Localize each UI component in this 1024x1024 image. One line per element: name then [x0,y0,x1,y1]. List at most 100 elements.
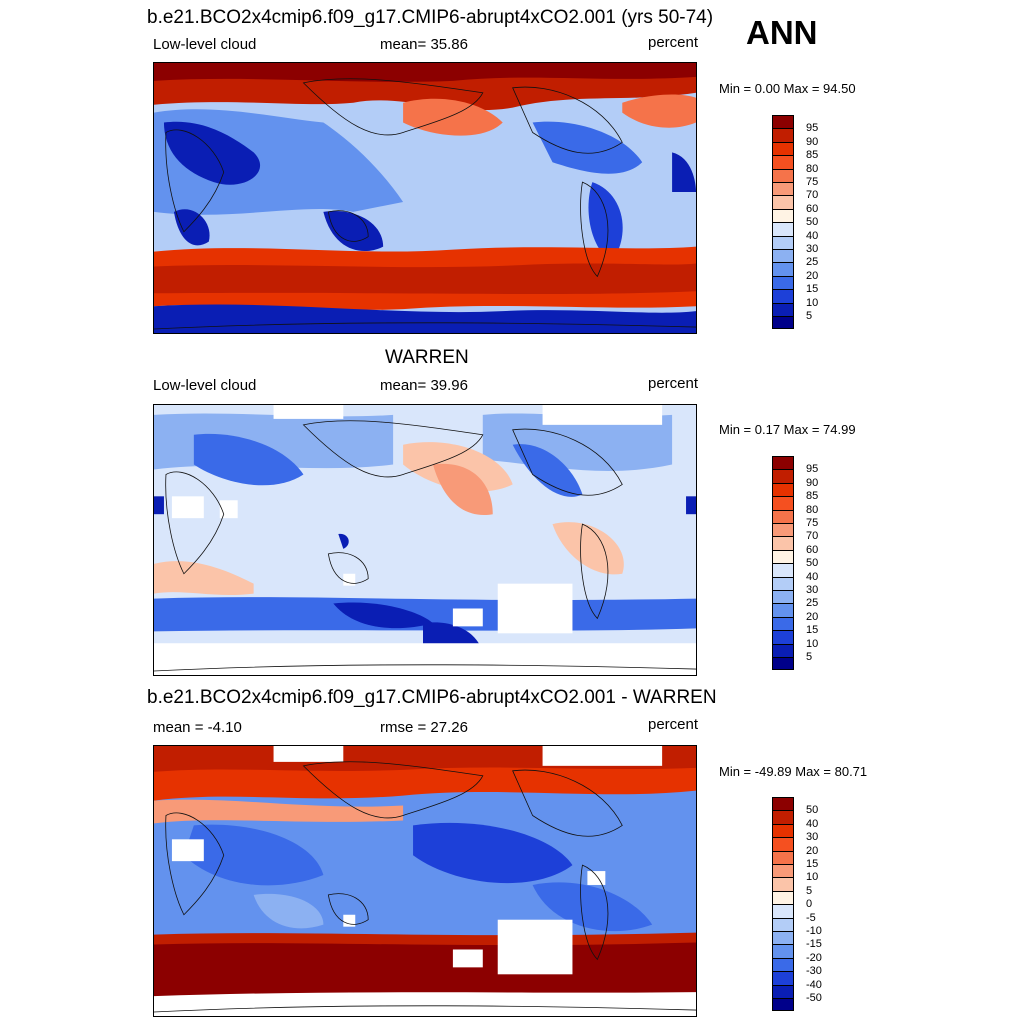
colorbar-swatch [772,864,794,878]
colorbar-swatch [772,289,794,303]
colorbar-swatch [772,797,794,811]
colorbar-tick-label: 80 [806,162,819,175]
colorbar-swatch [772,890,794,905]
colorbar-tick-label: 25 [806,256,819,269]
colorbar-tick-label: 10 [806,637,819,650]
season-label: ANN [746,14,818,51]
colorbar-swatch [772,984,794,998]
colorbar-swatch [772,155,794,169]
colorbar-swatch [772,509,794,523]
colorbar-swatch [772,523,794,537]
colorbar-tick-label: -40 [806,978,822,991]
colorbar-swatch [772,182,794,196]
colorbar-tick-label: 40 [806,817,819,830]
colorbar-tick-label: 10 [806,296,819,309]
colorbar-tick-label: 75 [806,517,819,529]
colorbar-tick-label: -20 [806,951,822,964]
colorbar-swatch [772,630,794,644]
panel-3-rmse-label: rmse = 27.26 [380,719,468,736]
colorbar-tick-label: 5 [806,651,813,663]
colorbar-swatch [772,576,794,590]
colorbar-tick-label: 20 [806,610,819,623]
colorbar-swatch [772,823,794,838]
colorbar-swatch [772,249,794,263]
colorbar-swatch [772,643,794,657]
panel-1-units-label: percent [648,34,699,51]
colorbar-tick-label: 20 [806,844,819,857]
colorbar-tick-label: 70 [806,189,819,202]
colorbar-swatch [772,944,794,958]
colorbar-swatch [772,275,794,290]
colorbar-swatch [772,115,794,129]
colorbar-swatch [772,482,794,497]
colorbar-swatch [772,302,794,316]
panel-1-variable-label: Low-level cloud [153,36,257,53]
colorbar-tick-label: 40 [806,570,819,583]
colorbar-swatch [772,208,794,223]
colorbar-swatch [772,616,794,631]
colorbar-tick-label: 15 [806,858,819,870]
colorbar-swatch [772,128,794,142]
colorbar-swatch [772,931,794,945]
colorbar-tick-label: 40 [806,229,819,242]
colorbar-swatch [772,469,794,483]
colorbar-swatch [772,549,794,564]
colorbar-tick-label: -50 [806,992,822,1004]
colorbar-tick-label: 95 [806,463,819,476]
colorbar-swatch [772,957,794,972]
panel-2-units-label: percent [648,375,699,392]
colorbar-tick-label: 85 [806,490,819,503]
panel-2-map [153,404,697,676]
colorbar-tick-label: 95 [806,122,819,135]
colorbar-swatch [772,810,794,824]
colorbar-swatch [772,971,794,985]
colorbar-swatch [772,195,794,209]
colorbar-tick-label: 0 [806,898,813,911]
colorbar-tick-label: 5 [806,310,813,322]
panel-1-minmax: Min = 0.00 Max = 94.50 [719,81,856,96]
colorbar-swatch [772,603,794,617]
colorbar-swatch [772,316,794,330]
colorbar-tick-label: 90 [806,135,819,148]
colorbar-swatch [772,222,794,236]
colorbar-tick-label: -30 [806,965,822,978]
panel-2-mean-label: mean= 39.96 [380,377,468,394]
colorbar-swatch [772,262,794,276]
colorbar-tick-label: 30 [806,831,819,844]
colorbar-tick-label: 50 [806,216,819,229]
colorbar-tick-label: 70 [806,530,819,543]
colorbar-swatch [772,235,794,249]
colorbar-swatch [772,998,794,1012]
colorbar-tick-label: 15 [806,283,819,296]
colorbar-tick-label: 25 [806,597,819,610]
colorbar-tick-label: -10 [806,925,822,937]
colorbar-tick-label: 60 [806,543,819,556]
colorbar-tick-label: 60 [806,202,819,215]
colorbar-swatch [772,917,794,931]
panel-2-variable-label: Low-level cloud [153,377,257,394]
colorbar-tick-label: -5 [806,911,816,924]
colorbar-tick-label: 5 [806,884,813,897]
panel-2-title: WARREN [385,347,469,368]
colorbar-tick-label: -15 [806,938,822,951]
colorbar-swatch [772,563,794,577]
panel-3-mean-label: mean = -4.10 [153,719,242,736]
colorbar-tick-label: 75 [806,176,819,188]
panel-2-minmax: Min = 0.17 Max = 74.99 [719,422,856,437]
colorbar-swatch [772,456,794,470]
panel-3-map [153,745,697,1017]
colorbar-tick-label: 15 [806,624,819,637]
colorbar-swatch [772,877,794,891]
colorbar-tick-label: 50 [806,557,819,570]
colorbar-swatch [772,837,794,851]
panel-1-mean-label: mean= 35.86 [380,36,468,53]
panel-3-minmax: Min = -49.89 Max = 80.71 [719,764,868,779]
panel-1-title: b.e21.BCO2x4cmip6.f09_g17.CMIP6-abrupt4x… [147,7,714,28]
colorbar-tick-label: 20 [806,269,819,282]
colorbar-tick-label: 50 [806,804,819,817]
panel-1-map [153,62,697,334]
colorbar-swatch [772,904,794,918]
colorbar-tick-label: 30 [806,584,819,596]
colorbar-swatch [772,536,794,550]
colorbar-tick-label: 80 [806,503,819,516]
